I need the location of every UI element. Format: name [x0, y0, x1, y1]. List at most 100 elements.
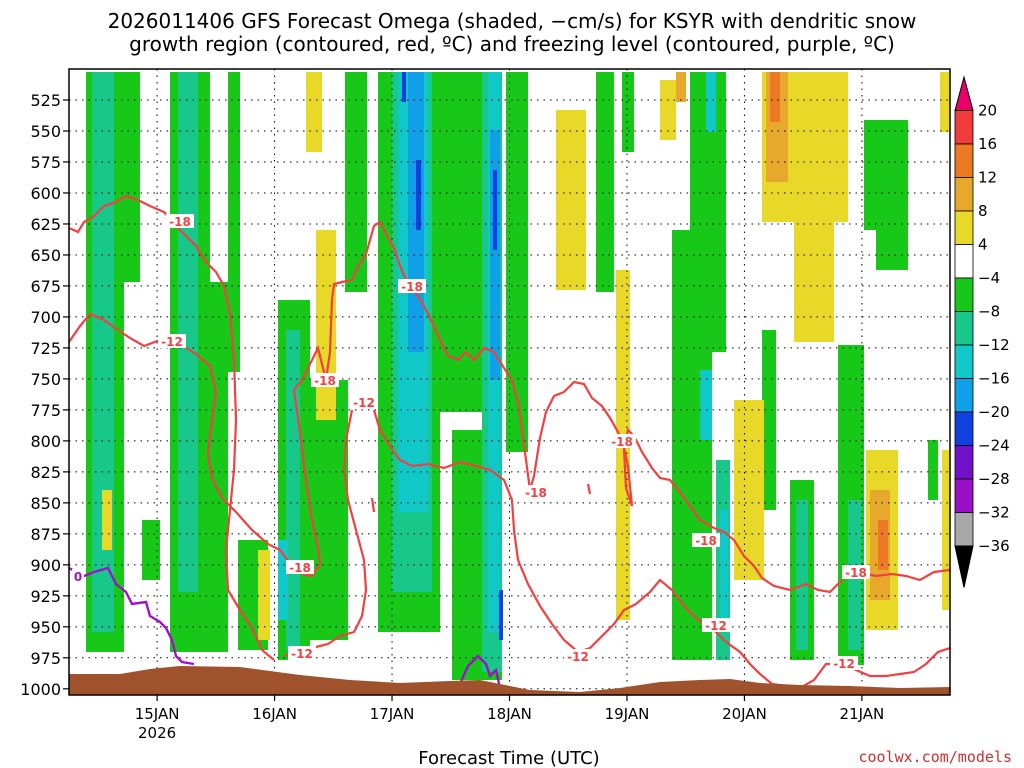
omega-area: [306, 72, 322, 152]
chart-title-line-1: 2026011406 GFS Forecast Omega (shaded, −…: [108, 9, 917, 33]
y-tick-label: 600: [30, 184, 61, 203]
colorbar-tick-label: 4: [978, 236, 988, 254]
colorbar-swatch: [954, 244, 974, 279]
plot-area: -18 -12 -18 -18 -12 -18 -18 -18 -18 -12 -12 -12 -18 -…: [68, 68, 951, 696]
dgz-contour-label-background: [311, 373, 339, 387]
dgz-contour-label: -18: [695, 534, 717, 548]
colorbar-tick-label: −28: [978, 470, 1010, 488]
y-tick-label: 1000: [20, 680, 61, 699]
omega-area: [770, 72, 780, 122]
colorbar-tick-label: −4: [978, 269, 1000, 287]
omega-area: [493, 170, 497, 250]
freezing-contour-labels: 0: [72, 569, 84, 584]
omega-area: [940, 72, 950, 132]
dgz-contour-label: -12: [705, 619, 727, 633]
colorbar-bottom-triangle: [954, 545, 974, 588]
terrain: [69, 666, 950, 695]
dgz-contour-label: -18: [611, 435, 633, 449]
colorbar-swatch: [954, 143, 974, 178]
freezing-level-contours: [68, 566, 502, 689]
freezing-contour-label-background: [72, 569, 84, 583]
credit-text: coolwx.com/models: [858, 748, 1012, 766]
omega-area: [942, 450, 950, 610]
omega-area: [928, 440, 938, 500]
omega-area: [734, 400, 764, 580]
colorbar-tick-label: 12: [978, 169, 997, 187]
omega-area: [124, 72, 140, 282]
dgz-contour-label-background: [350, 395, 378, 409]
colorbar-swatch: [954, 411, 974, 446]
omega-area: [316, 230, 336, 420]
colorbar-tick-label: −16: [978, 370, 1010, 388]
colorbar-top-triangle: [954, 75, 974, 111]
dgz-contour-label: -12: [291, 647, 313, 661]
y-tick-label: 650: [30, 246, 61, 265]
y-tick-label: 525: [30, 91, 61, 110]
y-tick-label: 675: [30, 277, 61, 296]
colorbar-swatch: [954, 311, 974, 346]
chart-title-line-2: growth region (contoured, red, ºC) and f…: [129, 32, 895, 56]
colorbar-swatch: [954, 378, 974, 413]
colorbar-swatch: [954, 478, 974, 513]
y-tick-label: 850: [30, 494, 61, 513]
y-tick-label: 575: [30, 153, 61, 172]
dgz-contour-labels: -18 -12 -18 -18 -12 -18 -18 -18 -18 -12 -12 -12 -18 -…: [158, 214, 870, 671]
omega-area: [308, 380, 348, 640]
dgz-contour-label-background: [166, 214, 194, 228]
freezing-contour: [458, 654, 502, 689]
omega-area: [622, 72, 634, 152]
omega-area: [278, 540, 288, 620]
omega-area: [794, 222, 834, 342]
omega-area: [228, 72, 240, 372]
omega-area: [876, 230, 908, 270]
colorbar: 20 16 12 8 4 −4 −8 −12 −16 −20 −24 −28 −32 −36: [954, 75, 1010, 588]
omega-area: [660, 80, 676, 140]
dgz-contour-label-background: [842, 565, 870, 579]
omega-area: [506, 72, 528, 452]
omega-area: [878, 520, 888, 570]
omega-area: [142, 520, 160, 580]
colorbar-swatch: [954, 110, 974, 145]
colorbar-swatch: [954, 445, 974, 480]
colorbar-tick-label: 20: [978, 102, 997, 120]
dgz-contour-label-background: [522, 485, 550, 499]
omega-area: [762, 330, 776, 510]
colorbar-swatch: [954, 344, 974, 379]
omega-area: [102, 490, 112, 550]
dgz-contour-label-background: [608, 434, 636, 448]
omega-area: [596, 72, 614, 292]
omega-shading: [86, 72, 950, 680]
y-tick-label: 800: [30, 432, 61, 451]
dgz-contour-label: -12: [833, 657, 855, 671]
x-tick-label: 16JAN: [252, 705, 297, 723]
colorbar-tick-label: −8: [978, 303, 1000, 321]
dgz-contour-label-background: [286, 560, 314, 574]
omega-area: [864, 120, 908, 230]
colorbar-swatch: [954, 177, 974, 212]
y-tick-label: 975: [30, 649, 61, 668]
dgz-contour-label: -18: [289, 561, 311, 575]
colorbar-tick-label: 16: [978, 135, 997, 153]
dgz-contour-label: -18: [845, 566, 867, 580]
freezing-contour: [68, 566, 195, 666]
dgz-contour-label-background: [564, 649, 592, 663]
colorbar-tick-label: −36: [978, 537, 1010, 555]
omega-area: [556, 110, 586, 290]
colorbar-tick-label: 8: [978, 202, 988, 220]
omega-area: [178, 72, 198, 592]
omega-area: [706, 72, 716, 132]
omega-area: [490, 130, 500, 380]
colorbar-tick-label: −12: [978, 336, 1010, 354]
dgz-contour-label: -12: [353, 396, 375, 410]
y-tick-label: 950: [30, 618, 61, 637]
x-tick-label: 17JAN: [370, 705, 415, 723]
y-tick-label: 750: [30, 370, 61, 389]
freezing-contour-label: 0: [74, 570, 82, 584]
dgz-contour-label-background: [288, 646, 316, 660]
colorbar-swatch: [954, 277, 974, 312]
dgz-contour-label: -18: [525, 486, 547, 500]
omega-area: [286, 330, 300, 650]
colorbar-tick-label: −32: [978, 504, 1010, 522]
